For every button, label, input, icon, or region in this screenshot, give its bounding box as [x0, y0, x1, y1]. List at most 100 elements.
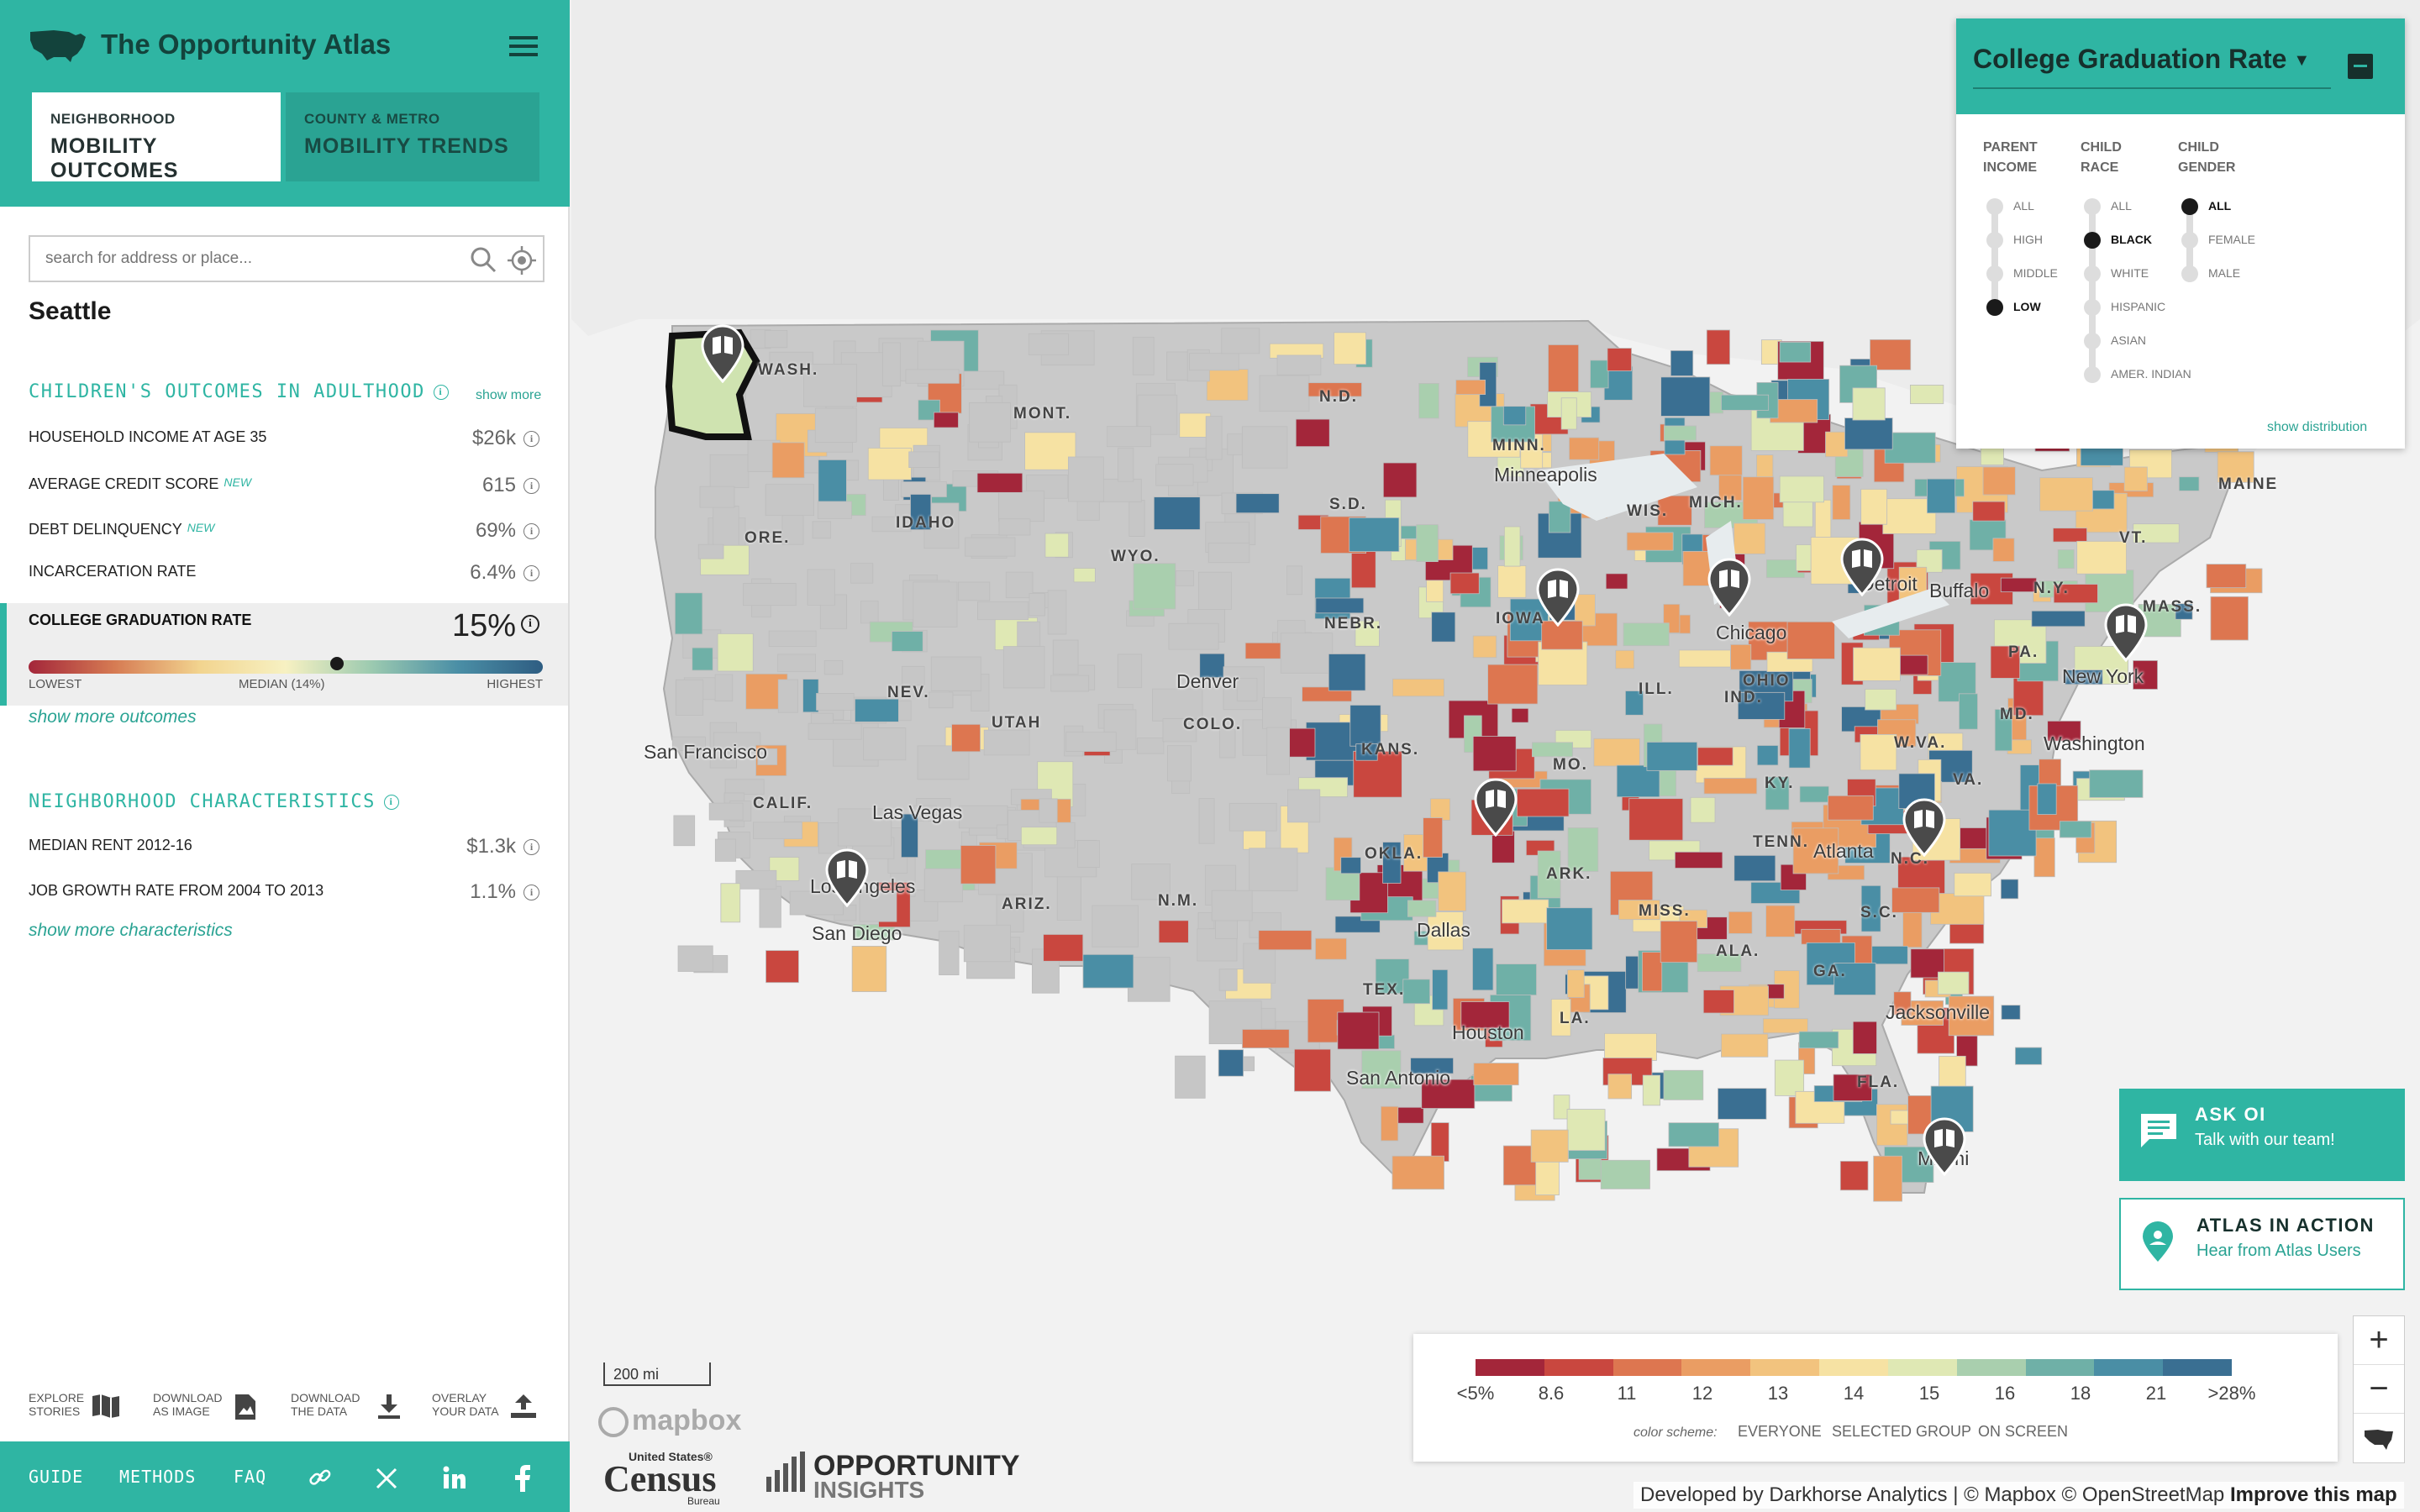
county-region[interactable]: [1774, 1059, 1805, 1096]
county-region[interactable]: [1660, 921, 1698, 963]
county-region[interactable]: [1852, 1021, 1877, 1054]
county-region[interactable]: [1511, 707, 1529, 723]
county-region[interactable]: [1546, 907, 1593, 950]
county-region[interactable]: [720, 883, 741, 923]
county-region[interactable]: [692, 647, 713, 671]
county-region[interactable]: [1416, 524, 1439, 563]
county-region[interactable]: [2089, 769, 2144, 798]
variable-dropdown[interactable]: College Graduation Rate ▼: [1973, 44, 2310, 75]
county-region[interactable]: [1221, 328, 1260, 354]
county-region[interactable]: [1604, 1032, 1657, 1061]
county-region[interactable]: [1179, 412, 1212, 438]
county-region[interactable]: [2175, 603, 2193, 620]
county-region[interactable]: [812, 521, 832, 539]
zoom-out-button[interactable]: −: [2354, 1365, 2404, 1414]
county-region[interactable]: [1153, 496, 1201, 530]
county-region[interactable]: [1166, 745, 1192, 782]
county-region[interactable]: [1473, 1063, 1519, 1086]
county-region[interactable]: [2178, 476, 2200, 491]
county-region[interactable]: [1472, 736, 1517, 772]
county-region[interactable]: [1077, 840, 1100, 868]
county-region[interactable]: [759, 885, 781, 928]
county-region[interactable]: [1674, 851, 1723, 869]
county-region[interactable]: [1844, 417, 1893, 450]
county-region[interactable]: [1349, 705, 1381, 747]
parent-income-track[interactable]: [1991, 203, 1998, 312]
county-region[interactable]: [1376, 1034, 1396, 1049]
county-region[interactable]: [1020, 827, 1058, 846]
county-region[interactable]: [1039, 798, 1058, 823]
county-region[interactable]: [905, 369, 960, 384]
county-region[interactable]: [1024, 432, 1076, 470]
county-region[interactable]: [1703, 777, 1758, 795]
county-region[interactable]: [1259, 375, 1310, 412]
filter-option-dot[interactable]: [1986, 232, 2003, 249]
county-region[interactable]: [963, 924, 1011, 963]
explore-stories-button[interactable]: EXPLORE STORIES: [29, 1391, 119, 1418]
filter-option-dot[interactable]: [2084, 265, 2101, 282]
story-pin-icon[interactable]: [1840, 538, 1884, 596]
county-region[interactable]: [2047, 720, 2081, 742]
county-region[interactable]: [1865, 689, 1897, 711]
county-region[interactable]: [1567, 969, 1585, 998]
info-icon[interactable]: i: [521, 615, 539, 633]
county-region[interactable]: [768, 630, 817, 648]
county-region[interactable]: [1418, 383, 1439, 419]
county-region[interactable]: [1449, 572, 1480, 595]
filter-option-dot[interactable]: [2084, 333, 2101, 349]
county-region[interactable]: [983, 729, 1030, 756]
info-icon[interactable]: i: [383, 795, 399, 810]
search-input[interactable]: [30, 237, 450, 281]
county-region[interactable]: [2133, 523, 2180, 543]
county-region[interactable]: [1242, 1029, 1290, 1049]
county-region[interactable]: [1168, 622, 1219, 650]
county-region[interactable]: [930, 656, 981, 691]
county-region[interactable]: [1431, 612, 1456, 643]
county-region[interactable]: [1002, 646, 1045, 689]
county-region[interactable]: [1487, 664, 1539, 705]
county-region[interactable]: [818, 459, 847, 507]
county-region[interactable]: [1926, 478, 1956, 514]
county-region[interactable]: [867, 447, 912, 480]
county-region[interactable]: [2037, 783, 2057, 815]
county-region[interactable]: [1605, 573, 1628, 590]
county-region[interactable]: [1052, 639, 1079, 675]
filter-option-dot[interactable]: [2084, 366, 2101, 383]
info-icon[interactable]: i: [523, 885, 539, 900]
county-region[interactable]: [1294, 1048, 1331, 1092]
county-region[interactable]: [1176, 570, 1195, 586]
county-region[interactable]: [781, 513, 804, 545]
county-region[interactable]: [1766, 984, 1785, 1000]
county-region[interactable]: [1432, 969, 1449, 1011]
county-region[interactable]: [1532, 742, 1574, 758]
county-region[interactable]: [1728, 911, 1753, 934]
county-region[interactable]: [1152, 688, 1203, 722]
county-region[interactable]: [808, 722, 862, 740]
county-region[interactable]: [771, 442, 805, 479]
county-region[interactable]: [1860, 733, 1897, 771]
county-region[interactable]: [753, 822, 802, 839]
child-race-track[interactable]: [2089, 203, 2096, 380]
county-region[interactable]: [1127, 957, 1171, 1002]
county-region[interactable]: [998, 518, 1031, 536]
county-region[interactable]: [1266, 727, 1290, 775]
county-region[interactable]: [1065, 732, 1117, 752]
county-region[interactable]: [714, 838, 737, 862]
filter-option-label[interactable]: HIGH: [2013, 233, 2043, 246]
county-region[interactable]: [1218, 1049, 1244, 1077]
county-region[interactable]: [1502, 899, 1549, 924]
improve-map-link[interactable]: Improve this map: [2229, 1483, 2397, 1506]
county-region[interactable]: [1569, 437, 1600, 460]
county-region[interactable]: [2014, 1047, 2043, 1065]
county-region[interactable]: [1839, 1160, 1869, 1191]
county-region[interactable]: [1407, 900, 1437, 917]
county-region[interactable]: [677, 945, 713, 972]
story-pin-icon[interactable]: [1536, 568, 1580, 627]
county-region[interactable]: [1657, 495, 1692, 526]
story-pin-icon[interactable]: [701, 324, 744, 383]
county-region[interactable]: [673, 815, 696, 847]
filter-option-dot[interactable]: [2181, 198, 2198, 215]
county-region[interactable]: [1236, 678, 1258, 701]
county-region[interactable]: [735, 869, 777, 890]
filter-option-label[interactable]: ALL: [2013, 199, 2034, 213]
